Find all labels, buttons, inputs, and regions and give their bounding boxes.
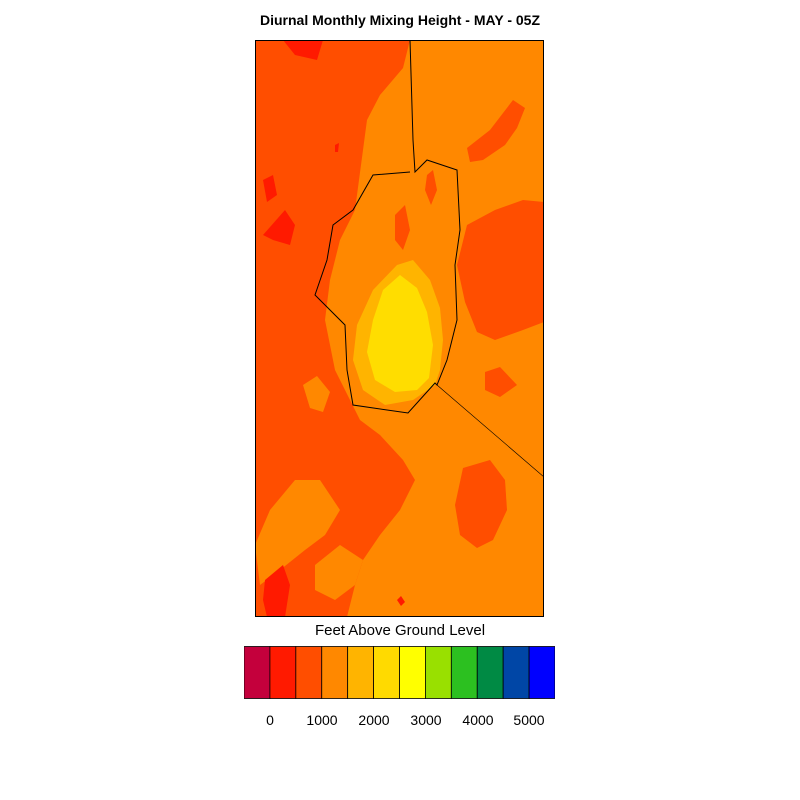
region-dark-red-dot: [335, 143, 339, 152]
region-small-blob-north: [425, 170, 437, 205]
colorbar-swatch: [425, 646, 452, 699]
map-frame: [255, 40, 544, 617]
colorbar-ticks: 0 1000 2000 3000 4000 5000: [0, 712, 800, 732]
colorbar-tick-label: 2000: [358, 712, 390, 728]
region-ne-lobe: [467, 100, 525, 162]
region-dark-red-s: [397, 596, 405, 606]
region-small-blob-east: [485, 367, 517, 397]
mixing-height-map: [255, 40, 544, 617]
colorbar-label: Feet Above Ground Level: [314, 622, 486, 639]
colorbar-swatch: [244, 646, 271, 699]
colorbar-tick-label: 4000: [462, 712, 494, 728]
colorbar: [244, 646, 555, 699]
colorbar-tick-label: 5000: [513, 712, 545, 728]
region-yellow-core: [367, 275, 433, 392]
colorbar-swatch: [450, 646, 478, 699]
region-orange-sw: [255, 480, 340, 585]
colorbar-tick-label: 3000: [410, 712, 442, 728]
colorbar-swatch: [347, 646, 374, 699]
region-dark-red-w2: [263, 210, 295, 245]
state-boundary: [314, 40, 461, 414]
region-east-lobe: [457, 200, 544, 340]
colorbar-swatch: [528, 646, 555, 699]
region-se-blob: [455, 460, 507, 548]
colorbar-swatch: [399, 646, 426, 699]
colorbar-swatch: [321, 646, 349, 699]
region-small-blob-center: [395, 205, 410, 250]
colorbar-swatch: [295, 646, 323, 699]
region-orange-sw-2: [315, 545, 363, 600]
region-dark-red-w1: [263, 175, 277, 202]
colorbar-swatch: [476, 646, 504, 699]
map-title: Diurnal Monthly Mixing Height - MAY - 05…: [259, 12, 540, 28]
region-orange-west-lobe: [303, 376, 330, 412]
region-dark-red-nw: [283, 40, 323, 60]
colorbar-tick-label: 1000: [306, 712, 338, 728]
colorbar-tick-label: 0: [266, 712, 274, 728]
county-boundary: [436, 384, 544, 478]
colorbar-swatch: [269, 646, 297, 699]
region-dark-red-sw: [263, 565, 290, 617]
colorbar-swatch: [502, 646, 530, 699]
colorbar-swatch: [373, 646, 400, 699]
